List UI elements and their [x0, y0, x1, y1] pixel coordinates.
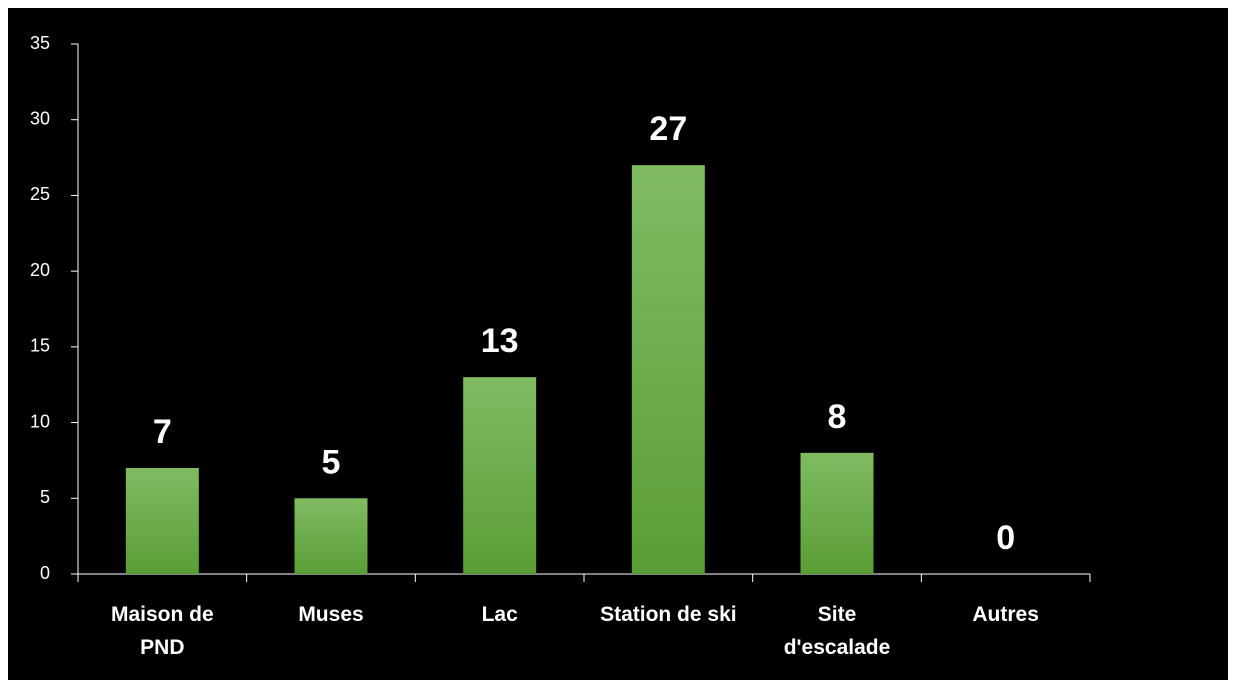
y-tick-label: 35	[30, 33, 50, 53]
x-tick-label: Muses	[298, 603, 364, 626]
bar	[463, 377, 537, 574]
x-tick-label: Lac	[481, 603, 518, 626]
y-tick-label: 10	[30, 411, 50, 431]
value-label: 13	[481, 322, 519, 360]
y-tick-label: 30	[30, 108, 50, 128]
y-tick-label: 15	[30, 336, 50, 356]
x-tick-label: Autres	[972, 603, 1039, 626]
x-tick-label: Maison de PND	[110, 603, 214, 659]
y-tick-label: 25	[30, 184, 50, 204]
y-tick-label: 5	[40, 487, 50, 507]
bar	[631, 165, 705, 574]
x-tick-label: Site d'escalade	[783, 603, 891, 659]
value-label: 0	[996, 519, 1015, 557]
bar	[294, 498, 368, 574]
y-tick-label: 0	[40, 563, 50, 583]
value-label: 7	[153, 413, 172, 451]
bar	[800, 452, 874, 574]
bar	[125, 468, 199, 574]
x-tick-label: Station de ski	[600, 603, 737, 626]
chart-background	[8, 8, 1228, 680]
value-label: 8	[828, 398, 847, 436]
value-label: 5	[322, 443, 341, 481]
value-label: 27	[649, 110, 687, 148]
y-tick-label: 20	[30, 260, 50, 280]
